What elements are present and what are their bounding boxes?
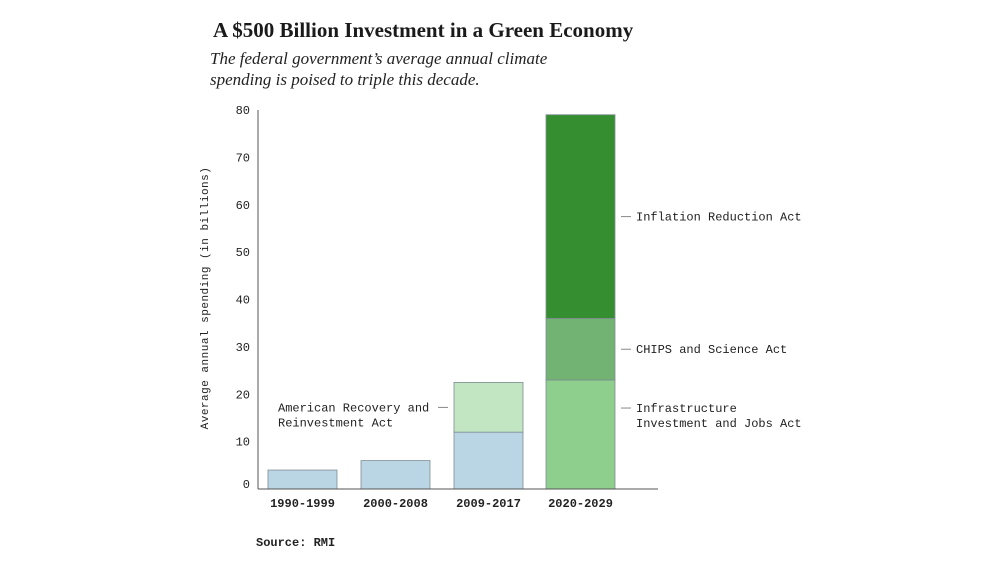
annotation-label-arra: American Recovery and Reinvestment Act <box>278 401 429 430</box>
y-axis-label: Average annual spending (in billions) <box>200 167 212 430</box>
bars <box>267 114 616 490</box>
chart-title: A $500 Billion Investment in a Green Eco… <box>213 18 634 42</box>
y-tick-label: 80 <box>236 104 250 118</box>
x-tick-label: 2020-2029 <box>548 497 613 511</box>
annotation-line: Investment and Jobs Act <box>636 417 802 431</box>
bar-segment-ira-2020-2029 <box>545 114 616 319</box>
y-tick-label: 20 <box>236 388 250 402</box>
bar-segment-base-1990-1999 <box>267 469 338 490</box>
y-axis-ticks: 0 10 20 30 40 50 60 70 80 <box>236 104 250 492</box>
x-axis-ticks: 1990-1999 2000-2008 2009-2017 2020-2029 <box>270 497 613 511</box>
x-tick-label: 2009-2017 <box>456 497 521 511</box>
annotation-line: American Recovery and <box>278 401 429 415</box>
bar-segment-arra-2009-2017 <box>453 382 524 433</box>
annotation-line: Reinvestment Act <box>278 416 393 430</box>
bar-segment-base-2020-2029 <box>545 379 616 490</box>
y-tick-label: 30 <box>236 341 250 355</box>
x-tick-label: 1990-1999 <box>270 497 335 511</box>
bar-segment-base-2009-2017 <box>453 431 524 490</box>
y-tick-label: 10 <box>236 436 250 450</box>
y-tick-label: 50 <box>236 246 250 260</box>
annotations: American Recovery and Reinvestment Act Inf… <box>278 211 802 431</box>
bar-segment-base-2000-2008 <box>360 460 431 490</box>
x-tick-label: 2000-2008 <box>363 497 428 511</box>
annotation-line: Infrastructure <box>636 402 737 416</box>
annotation-line: Inflation Reduction Act <box>636 211 802 225</box>
y-tick-label: 0 <box>243 478 250 492</box>
annotation-line: CHIPS and Science Act <box>636 343 787 357</box>
annotation-label-ira: Inflation Reduction Act <box>636 211 802 225</box>
annotation-label-base: Infrastructure Investment and Jobs Act <box>636 402 802 431</box>
y-tick-label: 40 <box>236 294 250 308</box>
y-tick-label: 60 <box>236 199 250 213</box>
chart-subtitle: The federal government’s average annual … <box>210 49 548 89</box>
bar-segment-chips-2020-2029 <box>545 318 616 381</box>
y-tick-label: 70 <box>236 151 250 165</box>
source-note: Source: RMI <box>256 536 335 550</box>
annotation-label-chips: CHIPS and Science Act <box>636 343 787 357</box>
